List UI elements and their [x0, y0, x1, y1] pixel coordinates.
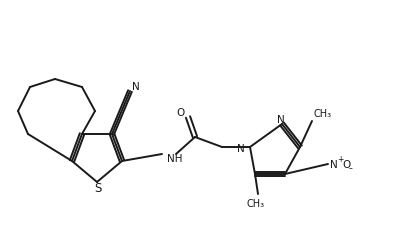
Text: O: O [176, 108, 184, 118]
Text: N: N [132, 82, 140, 92]
Text: N: N [329, 159, 337, 169]
Text: CH₃: CH₃ [313, 109, 331, 118]
Text: –: – [348, 164, 352, 173]
Text: NH: NH [166, 153, 182, 163]
Text: +: + [336, 155, 342, 164]
Text: O: O [341, 159, 349, 169]
Text: CH₃: CH₃ [246, 198, 264, 208]
Text: N: N [276, 114, 284, 124]
Text: N: N [237, 143, 244, 153]
Text: S: S [94, 182, 101, 195]
